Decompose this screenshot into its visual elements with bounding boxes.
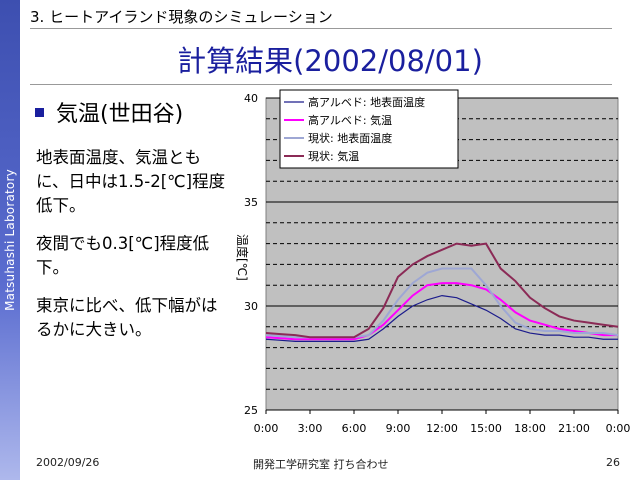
series-line-1 (265, 294, 618, 342)
section-title: 3. ヒートアイランド現象のシミュレーション (30, 8, 333, 26)
legend-label-4: 現状: 気温 (308, 149, 359, 163)
sidebar-band: Matsuhashi Laboratory (0, 0, 20, 480)
x-tick-label: 0:00 (606, 422, 631, 435)
top-rule (30, 28, 612, 29)
legend-box (279, 89, 459, 169)
x-tick-label: 6:00 (342, 422, 367, 435)
legend-label-2: 高アルベド: 気温 (308, 113, 392, 127)
y-tick-label: 40 (244, 92, 258, 105)
paragraph-2: 夜間でも0.3[℃]程度低下。 (36, 234, 210, 277)
x-tick-label: 3:00 (298, 422, 323, 435)
x-tick-label: 21:00 (558, 422, 590, 435)
footer-page-number: 26 (606, 456, 620, 469)
series-line-4 (265, 242, 619, 339)
y-tick-label: 25 (244, 404, 258, 417)
footer-center: 開発工学研究室 打ち合わせ (253, 458, 389, 471)
y-axis-label: 温度[℃] (235, 234, 250, 281)
x-tick-label: 18:00 (514, 422, 546, 435)
bullet-square-icon (35, 108, 44, 117)
y-tick-label: 30 (244, 300, 258, 313)
legend-label-3: 現状: 地表面温度 (308, 131, 392, 145)
x-tick-label: 15:00 (470, 422, 502, 435)
title-rule (30, 84, 612, 85)
x-tick-label: 9:00 (386, 422, 411, 435)
x-tick-label: 12:00 (426, 422, 458, 435)
series-line-2 (265, 282, 618, 341)
footer-date: 2002/09/26 (36, 456, 100, 469)
paragraph-1: 地表面温度、気温ともに、日中は1.5-2[℃]程度低下。 (36, 148, 226, 215)
paragraph-3: 東京に比べ、低下幅がはるかに大きい。 (36, 296, 218, 339)
bullet-heading: 気温(世田谷) (56, 102, 184, 127)
sidebar-label: Matsuhashi Laboratory (3, 169, 17, 311)
x-tick-label: 0:00 (254, 422, 279, 435)
slide-title: 計算結果(2002/08/01) (177, 44, 483, 78)
temperature-chart: 25 30 35 40 0:00 3:00 6:00 9:00 12:00 15:00 18:00 2… (235, 89, 631, 435)
y-tick-label: 35 (244, 196, 258, 209)
legend-label-1: 高アルベド: 地表面温度 (308, 95, 425, 109)
